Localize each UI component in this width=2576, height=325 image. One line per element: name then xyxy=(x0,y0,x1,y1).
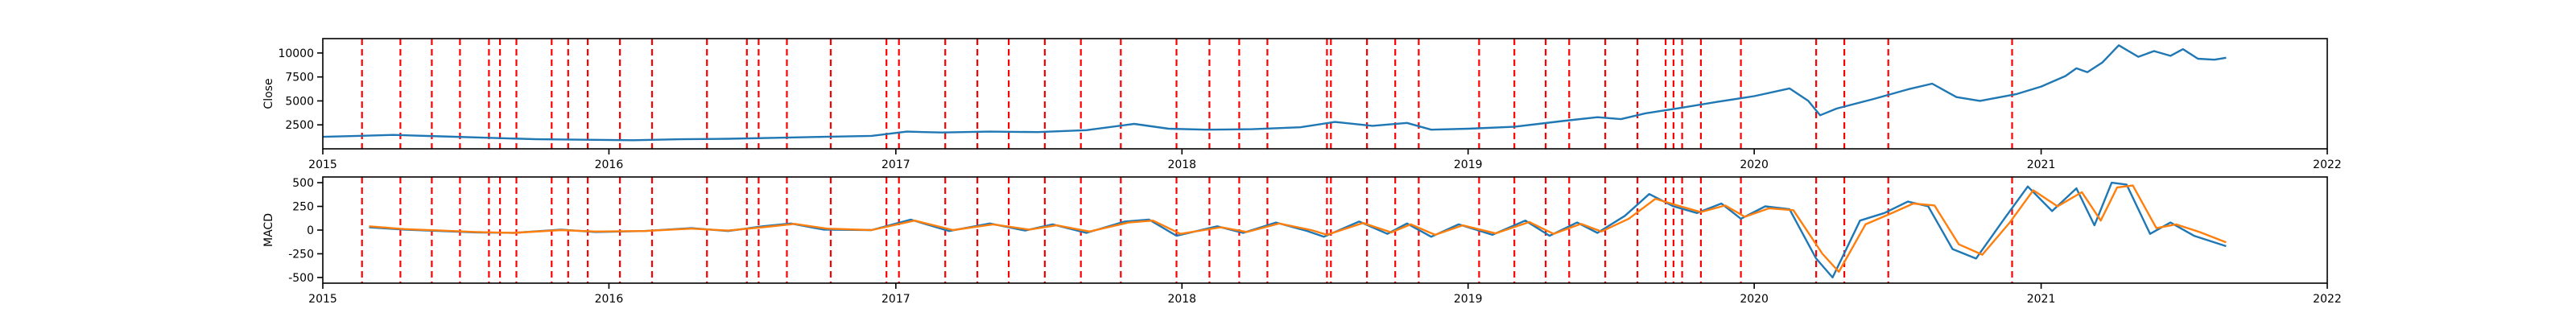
y-axis-label: Close xyxy=(262,78,275,109)
x-tick-label: 2018 xyxy=(1167,158,1196,171)
macd-panel: 2015 2016 2017 2018 2019 2020 2021 2022 -500 -250… xyxy=(262,176,2342,306)
x-tick-label: 2016 xyxy=(595,158,624,171)
y-tick-label: -500 xyxy=(288,272,314,285)
close-series xyxy=(322,44,2227,142)
x-tick-label: 2022 xyxy=(2313,158,2342,171)
y-tick-label: 7500 xyxy=(285,72,314,84)
event-lines xyxy=(361,177,2013,283)
x-tick-label: 2016 xyxy=(595,293,624,306)
x-tick-label: 2019 xyxy=(1454,158,1483,171)
signal-line-series xyxy=(369,184,2227,274)
axes-frame xyxy=(322,176,2328,284)
close-price-panel: 2015 2016 2017 2018 2019 2020 2021 2022 2500 5000… xyxy=(262,38,2342,171)
x-tick-label: 2019 xyxy=(1454,293,1483,306)
y-tick-label: 250 xyxy=(292,201,314,214)
x-tick-label: 2018 xyxy=(1167,293,1196,306)
x-tick-label: 2015 xyxy=(308,293,337,306)
y-tick-label: 0 xyxy=(307,224,314,237)
x-tick-label: 2022 xyxy=(2313,293,2342,306)
y-tick-label: 5000 xyxy=(285,95,314,108)
event-lines xyxy=(361,39,2013,149)
y-tick-label: 10000 xyxy=(278,47,314,60)
x-tick-label: 2015 xyxy=(308,158,337,171)
y-tick-label: 2500 xyxy=(285,119,314,132)
x-tick-label: 2020 xyxy=(1740,293,1769,306)
x-tick-label: 2017 xyxy=(881,158,910,171)
y-axis-label: MACD xyxy=(262,213,275,247)
x-tick-label: 2021 xyxy=(2027,293,2056,306)
y-tick-label: -250 xyxy=(288,248,314,261)
axes-frame xyxy=(322,38,2328,150)
x-tick-label: 2020 xyxy=(1740,158,1769,171)
x-tick-label: 2017 xyxy=(881,293,910,306)
x-tick-label: 2021 xyxy=(2027,158,2056,171)
y-tick-label: 500 xyxy=(292,177,314,190)
